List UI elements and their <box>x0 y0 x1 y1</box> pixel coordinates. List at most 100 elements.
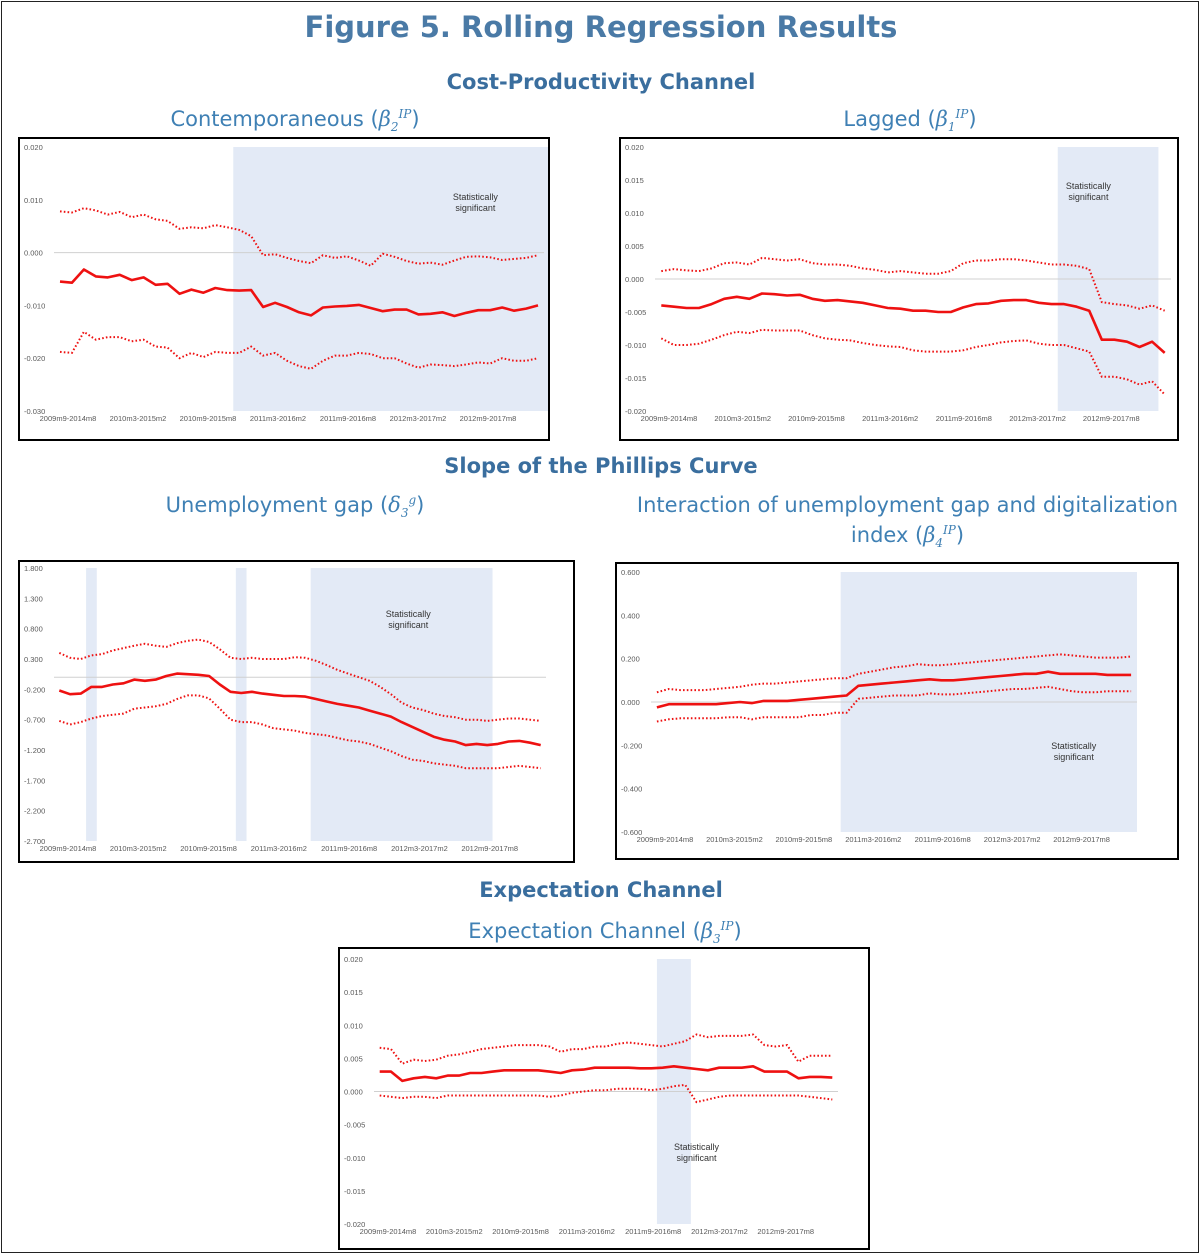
y-tick-label: -2.700 <box>24 837 45 846</box>
x-tick-label: 2009m9-2014m8 <box>40 844 97 853</box>
x-tick-label: 2009m9-2014m8 <box>637 835 694 844</box>
y-tick-label: -0.020 <box>344 1220 365 1229</box>
subtitle-symbol: β <box>935 107 948 131</box>
significance-annotation: significant <box>676 1153 717 1163</box>
subtitle-symbol: δ <box>388 493 401 517</box>
y-tick-label: 0.020 <box>344 955 363 964</box>
subtitle-symbol: β <box>923 523 936 547</box>
significance-annotation: Statistically <box>674 1142 720 1152</box>
y-tick-label: -0.600 <box>621 828 642 837</box>
subtitle-unemployment-gap: Unemployment gap (δ3g) <box>20 490 570 520</box>
x-tick-label: 2011m3-2016m2 <box>251 844 307 853</box>
x-tick-label: 2012m3-2017m2 <box>691 1227 748 1236</box>
x-tick-label: 2009m9-2014m8 <box>40 414 97 423</box>
significance-annotation: significant <box>1068 192 1109 202</box>
y-tick-label: -1.200 <box>24 746 45 755</box>
subtitle-line-2: index (β4IP) <box>615 520 1200 550</box>
y-tick-label: -0.030 <box>24 407 45 416</box>
significance-annotation: Statistically <box>386 609 432 619</box>
chart-expectation: 0.020 0.015 0.010 0.005 0.000 -0.005 -0.010 -0.… <box>338 947 870 1250</box>
y-tick-label: 0.005 <box>344 1054 363 1063</box>
x-tick-label: 2010m9-2015m8 <box>180 844 237 853</box>
x-tick-label: 2010m3-2015m2 <box>706 835 763 844</box>
chart-lagged: 0.020 0.015 0.010 0.005 0.000 -0.005 -0.010 -0.… <box>619 137 1179 441</box>
chart-contemporaneous-svg: 0.020 0.010 0.000 -0.010 -0.020 -0.0302009m9-… <box>24 143 548 423</box>
x-tick-label: 2012m9-2017m8 <box>1053 835 1110 844</box>
y-tick-label: 0.200 <box>621 655 640 664</box>
subtitle-lagged: Lagged (β1IP) <box>620 104 1200 134</box>
subtitle-superscript: IP <box>955 107 969 121</box>
figure-title: Figure 5. Rolling Regression Results <box>304 10 898 44</box>
y-tick-label: 0.015 <box>344 988 363 997</box>
subtitle-superscript: IP <box>943 523 956 537</box>
y-tick-label: -0.005 <box>344 1121 365 1130</box>
x-tick-label: 2009m9-2014m8 <box>360 1227 417 1236</box>
y-tick-label: 1.800 <box>24 564 43 573</box>
y-tick-label: 0.010 <box>24 196 43 205</box>
subtitle-close: ) <box>955 523 965 547</box>
significance-region <box>233 147 548 411</box>
y-tick-label: -0.700 <box>24 716 45 725</box>
subtitle-text: Lagged ( <box>843 107 936 131</box>
y-tick-label: -0.020 <box>24 354 45 363</box>
x-tick-label: 2012m9-2017m8 <box>461 844 518 853</box>
subtitle-subscript: 2 <box>390 120 399 135</box>
y-tick-label: -0.010 <box>625 341 646 350</box>
y-tick-label: 0.020 <box>625 143 644 152</box>
x-tick-label: 2011m9-2016m8 <box>625 1227 681 1236</box>
y-tick-label: 0.020 <box>24 143 43 152</box>
subtitle-subscript: 3 <box>713 932 721 947</box>
subtitle-line-1: Interaction of unemployment gap and digi… <box>636 493 1179 517</box>
chart-unemployment-gap-svg: 1.800 1.300 0.800 0.300 -0.200 -0.700 -1.200 -1… <box>24 564 546 853</box>
x-tick-label: 2011m9-2016m8 <box>915 835 971 844</box>
subtitle-interaction: Interaction of unemployment gap and digi… <box>615 490 1200 550</box>
x-tick-label: 2012m3-2017m2 <box>391 844 448 853</box>
confidence-band-line <box>656 653 1132 694</box>
subtitle-text: index ( <box>850 523 924 547</box>
x-tick-label: 2011m9-2016m8 <box>320 414 376 423</box>
x-tick-label: 2012m9-2017m8 <box>1083 414 1140 423</box>
estimate-line <box>661 292 1166 354</box>
x-tick-label: 2011m3-2016m2 <box>845 835 901 844</box>
subtitle-text: Contemporaneous ( <box>170 107 379 131</box>
subtitle-close: ) <box>411 107 420 131</box>
y-tick-label: 0.010 <box>625 209 644 218</box>
chart-interaction: 0.600 0.400 0.200 0.000 -0.200 -0.400 -0.600 20… <box>615 562 1179 860</box>
y-tick-label: 0.000 <box>344 1088 363 1097</box>
subtitle-close: ) <box>733 919 742 943</box>
x-tick-label: 2012m9-2017m8 <box>757 1227 814 1236</box>
x-tick-label: 2010m9-2015m8 <box>492 1227 549 1236</box>
y-tick-label: -0.005 <box>625 308 646 317</box>
confidence-band-line <box>656 685 1132 723</box>
section-cost-productivity: Cost-Productivity Channel <box>446 70 756 94</box>
subtitle-symbol: β <box>700 919 714 943</box>
y-tick-label: 1.300 <box>24 594 43 603</box>
x-tick-label: 2012m9-2017m8 <box>460 414 517 423</box>
x-tick-label: 2012m3-2017m2 <box>1009 414 1066 423</box>
confidence-band-line <box>379 1083 833 1104</box>
chart-interaction-svg: 0.6000.4000.2000.000-0.200-0.400-0.60020… <box>621 568 1137 844</box>
x-tick-label: 2012m3-2017m2 <box>390 414 447 423</box>
x-tick-label: 2012m3-2017m2 <box>984 835 1041 844</box>
significance-region <box>235 568 247 841</box>
x-tick-label: 2011m3-2016m2 <box>862 414 918 423</box>
y-tick-label: -0.010 <box>344 1154 365 1163</box>
significance-annotation: significant <box>388 620 429 630</box>
subtitle-expectation: Expectation Channel (β3IP) <box>340 916 870 946</box>
y-tick-label: 0.000 <box>621 698 640 707</box>
x-tick-label: 2010m3-2015m2 <box>110 414 167 423</box>
x-tick-label: 2010m3-2015m2 <box>714 414 771 423</box>
y-tick-label: -0.015 <box>344 1187 365 1196</box>
y-tick-label: 0.000 <box>625 275 644 284</box>
y-tick-label: 0.005 <box>625 242 644 251</box>
subtitle-superscript: IP <box>720 919 734 933</box>
y-tick-label: -0.020 <box>625 407 646 416</box>
x-tick-label: 2010m3-2015m2 <box>110 844 167 853</box>
y-tick-label: -0.010 <box>24 301 45 310</box>
significance-annotation: Statistically <box>1051 741 1097 751</box>
x-tick-label: 2011m9-2016m8 <box>321 844 377 853</box>
y-tick-label: -1.700 <box>24 776 45 785</box>
subtitle-close: ) <box>416 493 425 517</box>
section-phillips: Slope of the Phillips Curve <box>444 454 758 478</box>
